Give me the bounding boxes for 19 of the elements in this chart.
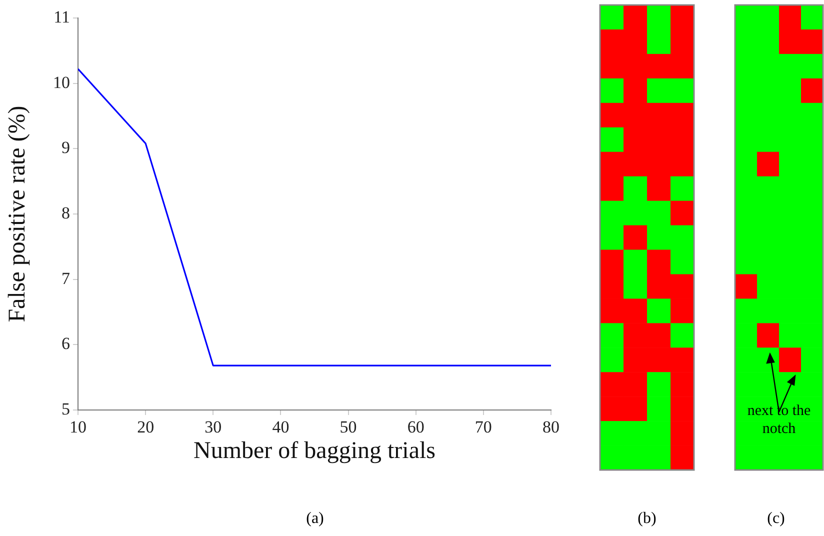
text: (b) — [636, 510, 658, 528]
y-tick-label: 9 — [62, 138, 70, 158]
x-tick-label: 50 — [340, 418, 357, 437]
x-tick-label: 30 — [204, 418, 222, 437]
y-tick-label: 6 — [62, 334, 70, 354]
y-tick-label: 11 — [54, 7, 70, 26]
x-axis-title: Number of bagging trials — [194, 438, 436, 464]
x-tick-label: 40 — [272, 418, 290, 437]
text: (c) — [766, 510, 786, 528]
x-tick-label: 60 — [407, 418, 424, 437]
y-tick-label: 10 — [53, 72, 70, 92]
y-axis-title: False positive rate (%) — [4, 106, 31, 322]
text: (a) — [305, 510, 325, 528]
x-tick-label: 70 — [474, 418, 492, 437]
x-tick-label: 20 — [137, 418, 154, 437]
y-tick-label: 7 — [62, 268, 70, 288]
y-tick-label: 5 — [62, 399, 70, 418]
x-tick-label: 80 — [542, 418, 560, 437]
y-tick-label: 8 — [62, 203, 70, 222]
